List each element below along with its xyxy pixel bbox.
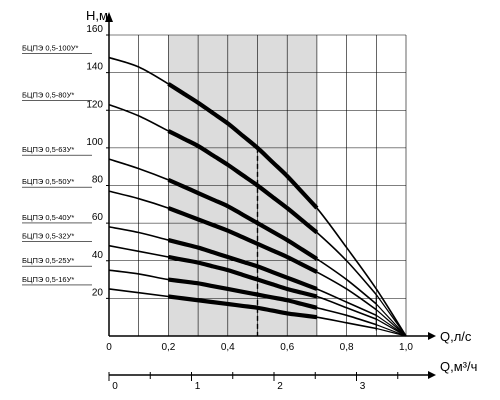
y-tick-label: 120	[86, 99, 103, 110]
curve-convergence-line-2	[375, 294, 407, 337]
x2-tick-label: 0	[112, 381, 118, 392]
axes: 20 40 60 80 100 120 140 160 0 0,2 0,4 0,6 0,8 1,0 0 1 2 3	[86, 12, 436, 392]
pump-curve-working-1	[167, 82, 319, 210]
series-label-8: БЦПЭ 0,5-16У*	[22, 275, 74, 284]
pump-curve-working-2	[167, 129, 319, 235]
series-label-6: БЦПЭ 0,5-32У*	[22, 232, 74, 241]
series-label-1: БЦПЭ 0,5-100У*	[22, 44, 79, 53]
series-label-2: БЦПЭ 0,5-80У*	[22, 91, 74, 100]
y-axis-title: H,м	[86, 8, 108, 23]
x2-axis-arrow	[428, 371, 436, 379]
series-label-3: БЦПЭ 0,5-63У*	[22, 145, 74, 154]
series-label-4: БЦПЭ 0,5-50У*	[22, 177, 74, 186]
x-tick-label: 0,4	[221, 342, 235, 353]
y-axis-arrow	[105, 12, 113, 22]
y-tick-label: 60	[92, 212, 104, 223]
x-tick-label: 0,6	[280, 342, 294, 353]
pump-curve-working-3	[167, 177, 319, 261]
y-tick-label: 140	[86, 62, 103, 73]
y-tick-label: 80	[92, 175, 104, 186]
curve-convergence-line-7	[376, 324, 407, 337]
x-tick-label: 0	[106, 342, 112, 353]
x-tick-label: 1,0	[399, 342, 413, 353]
pump-curve-working-4	[167, 206, 318, 274]
x-tick-label: 0,2	[161, 342, 175, 353]
x2-tick-label: 3	[360, 381, 366, 392]
curve-convergence-line-8	[376, 327, 407, 337]
pump-curve-working-8	[168, 294, 318, 320]
y-tick-label: 40	[92, 250, 104, 261]
pump-curve-working-5	[167, 238, 318, 291]
series-labels: БЦПЭ 0,5-100У* БЦПЭ 0,5-80У* БЦПЭ 0,5-63У*…	[22, 44, 92, 286]
y-tick-label: 160	[86, 24, 103, 35]
x2-axis-title: Q,м³/ч	[440, 359, 477, 374]
curve-convergence-line-6	[376, 318, 407, 337]
y-tick-label: 100	[86, 137, 103, 148]
curve-convergence-line-3	[375, 303, 407, 337]
pump-curves	[108, 56, 407, 337]
x-axis-arrow	[428, 332, 436, 340]
x2-tick-label: 1	[195, 381, 201, 392]
pump-curve-working-7	[168, 277, 318, 310]
pump-curve-working-6	[168, 254, 318, 299]
series-label-5: БЦПЭ 0,5-40У*	[22, 213, 74, 222]
series-label-7: БЦПЭ 0,5-25У*	[22, 256, 74, 265]
x-axis-title: Q,л/с	[440, 329, 472, 344]
x-tick-label: 0,8	[340, 342, 354, 353]
y-tick-label: 20	[92, 287, 104, 298]
curve-convergence-line-4	[375, 309, 407, 337]
x2-tick-label: 2	[277, 381, 283, 392]
